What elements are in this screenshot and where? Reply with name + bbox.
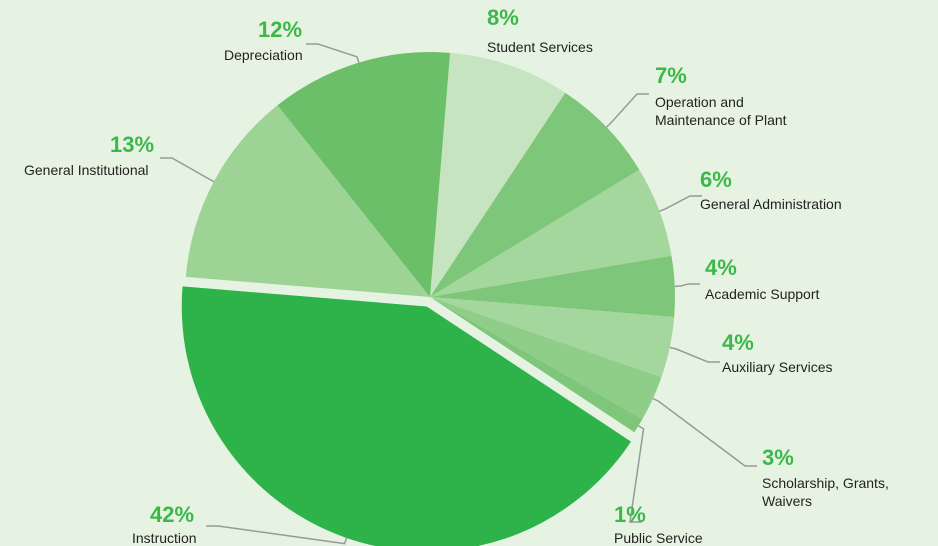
pie-slice — [181, 286, 632, 546]
leader-line — [652, 397, 757, 467]
leader-line — [206, 525, 348, 545]
category-label: Public Service — [614, 530, 703, 546]
category-label: Academic Support — [705, 286, 820, 302]
pie-slice — [277, 52, 451, 298]
category-label: Instruction — [132, 530, 197, 546]
value-label: 3% — [762, 445, 794, 470]
value-label: 8% — [487, 5, 519, 30]
value-label: 4% — [722, 330, 754, 355]
value-label: 42% — [150, 502, 195, 527]
category-label: Depreciation — [224, 47, 303, 63]
pie-slice — [430, 255, 675, 318]
leader-line — [306, 43, 360, 63]
value-label: 6% — [700, 167, 732, 192]
category-label: General Administration — [700, 196, 842, 212]
pie-slice — [185, 105, 430, 297]
pie-slice — [430, 297, 675, 378]
category-label: Auxiliary Services — [722, 359, 833, 375]
value-label: 7% — [655, 63, 687, 88]
leader-line — [606, 93, 649, 128]
pie-slice — [430, 297, 643, 433]
leader-line — [629, 425, 645, 523]
category-label: General Institutional — [24, 162, 149, 178]
category-label: Operation and Maintenance of Plant — [655, 94, 787, 128]
leader-line — [669, 346, 720, 363]
category-label: Scholarship, Grants, Waivers — [762, 475, 889, 509]
value-label: 4% — [705, 255, 737, 280]
leader-line — [659, 195, 702, 212]
value-label: 13% — [110, 132, 155, 157]
value-label: 1% — [614, 502, 646, 527]
leader-line — [160, 157, 215, 183]
pie-slice — [430, 92, 640, 298]
value-label: 12% — [258, 17, 303, 42]
category-label: Student Services — [487, 39, 593, 55]
pie-slice — [430, 297, 662, 420]
pie-slice — [430, 52, 566, 298]
leader-line — [674, 283, 700, 288]
pie-slice — [430, 169, 672, 297]
